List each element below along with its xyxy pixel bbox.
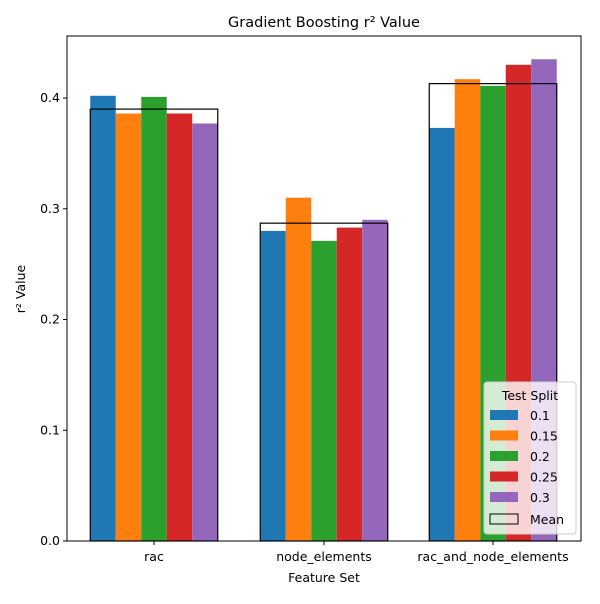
x-tick-label: rac [144, 549, 164, 564]
legend-swatch-0.15 [490, 430, 518, 441]
legend-swatch-0.2 [490, 451, 518, 461]
y-tick-label: 0.0 [40, 533, 60, 548]
x-axis-label: Feature Set [288, 570, 360, 585]
bar-rac_and_node_elements-0.15 [454, 79, 481, 541]
y-tick-label: 0.2 [40, 312, 60, 327]
bar-node_elements-0.25 [336, 227, 363, 541]
bar-rac_and_node_elements-0.1 [429, 127, 455, 542]
legend-label-0.15: 0.15 [530, 429, 558, 444]
y-ticks: 0.0 0.1 0.2 0.3 0.4 [40, 90, 67, 548]
y-tick-label: 0.3 [40, 201, 60, 216]
x-tick-label: node_elements [276, 549, 372, 564]
bar-rac-0.25 [166, 113, 193, 542]
legend-mean-swatch [489, 513, 519, 525]
legend-label-0.2: 0.2 [530, 449, 550, 464]
bar-rac-0.2 [141, 96, 167, 541]
bar-node_elements-0.1 [260, 230, 286, 541]
bar-node_elements-0.2 [311, 240, 337, 541]
x-tick-label: rac_and_node_elements [417, 549, 568, 564]
bar-node_elements-0.3 [362, 219, 388, 542]
legend-items: 0.1 0.15 0.2 0.25 0.3 [490, 408, 558, 505]
legend-label-0.3: 0.3 [530, 490, 550, 505]
x-ticks: rac node_elements rac_and_node_elements [144, 541, 569, 564]
bar-node_elements-0.15 [285, 197, 312, 541]
legend-mean-label: Mean [530, 512, 564, 527]
legend-title: Test Split [501, 388, 558, 403]
y-tick-label: 0.4 [40, 90, 60, 105]
bar-rac-0.15 [115, 113, 142, 542]
legend-swatch-0.1 [490, 410, 518, 420]
legend-label-0.1: 0.1 [530, 408, 550, 423]
y-tick-label: 0.1 [40, 422, 60, 437]
chart-title: Gradient Boosting r² Value [228, 15, 420, 31]
bar-rac-0.3 [192, 123, 218, 541]
legend-swatch-0.25 [490, 471, 518, 482]
bar-rac-0.1 [90, 95, 116, 541]
legend-label-0.25: 0.25 [530, 470, 558, 485]
legend: Test Split 0.1 0.15 0.2 0.25 0.3 Mean [483, 381, 577, 535]
y-axis-label: r² Value [13, 264, 28, 313]
legend-swatch-0.3 [490, 492, 518, 502]
